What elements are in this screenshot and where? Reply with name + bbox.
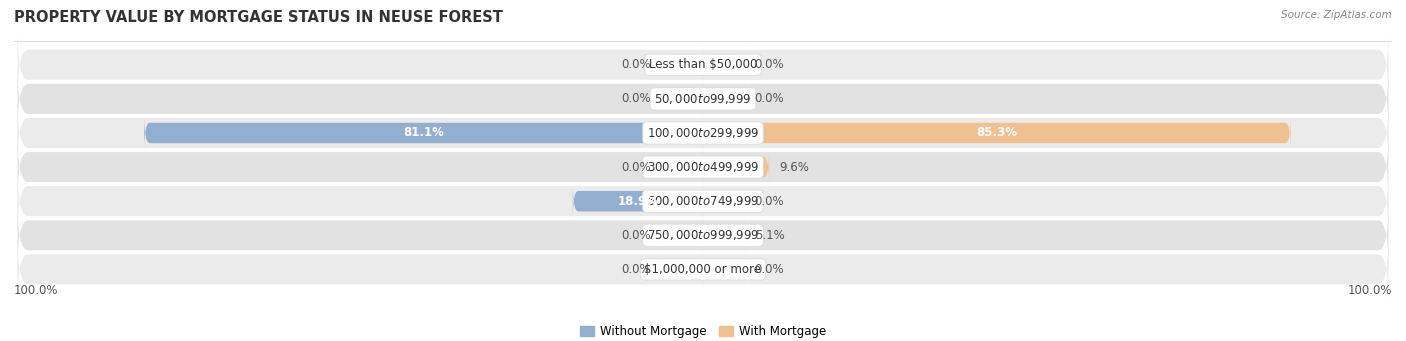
Text: 85.3%: 85.3% <box>976 127 1018 139</box>
Text: 100.0%: 100.0% <box>1347 284 1392 297</box>
FancyBboxPatch shape <box>17 131 1389 203</box>
FancyBboxPatch shape <box>145 116 703 150</box>
Text: 0.0%: 0.0% <box>755 58 785 71</box>
FancyBboxPatch shape <box>572 184 703 218</box>
FancyBboxPatch shape <box>703 218 744 252</box>
Text: $500,000 to $749,999: $500,000 to $749,999 <box>647 194 759 208</box>
Text: PROPERTY VALUE BY MORTGAGE STATUS IN NEUSE FOREST: PROPERTY VALUE BY MORTGAGE STATUS IN NEU… <box>14 10 503 25</box>
Text: 0.0%: 0.0% <box>621 161 651 174</box>
Text: 0.0%: 0.0% <box>621 229 651 242</box>
Text: $300,000 to $499,999: $300,000 to $499,999 <box>647 160 759 174</box>
Text: 81.1%: 81.1% <box>404 127 444 139</box>
FancyBboxPatch shape <box>17 29 1389 101</box>
Text: 5.1%: 5.1% <box>755 229 785 242</box>
Text: 0.0%: 0.0% <box>621 263 651 276</box>
FancyBboxPatch shape <box>662 218 703 252</box>
Text: 18.9%: 18.9% <box>617 195 658 208</box>
Text: 0.0%: 0.0% <box>621 58 651 71</box>
Legend: Without Mortgage, With Mortgage: Without Mortgage, With Mortgage <box>575 321 831 341</box>
FancyBboxPatch shape <box>703 82 744 116</box>
FancyBboxPatch shape <box>17 165 1389 237</box>
Text: 9.6%: 9.6% <box>779 161 810 174</box>
Text: $750,000 to $999,999: $750,000 to $999,999 <box>647 228 759 242</box>
FancyBboxPatch shape <box>703 116 1291 150</box>
Text: 100.0%: 100.0% <box>14 284 59 297</box>
FancyBboxPatch shape <box>662 82 703 116</box>
FancyBboxPatch shape <box>703 252 744 286</box>
FancyBboxPatch shape <box>17 199 1389 271</box>
FancyBboxPatch shape <box>17 97 1389 169</box>
Text: 0.0%: 0.0% <box>621 92 651 105</box>
FancyBboxPatch shape <box>662 48 703 82</box>
Text: $50,000 to $99,999: $50,000 to $99,999 <box>654 92 752 106</box>
FancyBboxPatch shape <box>703 150 769 184</box>
Text: Less than $50,000: Less than $50,000 <box>648 58 758 71</box>
FancyBboxPatch shape <box>17 233 1389 306</box>
FancyBboxPatch shape <box>703 184 744 218</box>
Text: $1,000,000 or more: $1,000,000 or more <box>644 263 762 276</box>
Text: 0.0%: 0.0% <box>755 263 785 276</box>
FancyBboxPatch shape <box>17 63 1389 135</box>
Text: Source: ZipAtlas.com: Source: ZipAtlas.com <box>1281 10 1392 20</box>
Text: $100,000 to $299,999: $100,000 to $299,999 <box>647 126 759 140</box>
Text: 0.0%: 0.0% <box>755 92 785 105</box>
FancyBboxPatch shape <box>703 48 744 82</box>
FancyBboxPatch shape <box>662 150 703 184</box>
FancyBboxPatch shape <box>662 252 703 286</box>
Text: 0.0%: 0.0% <box>755 195 785 208</box>
